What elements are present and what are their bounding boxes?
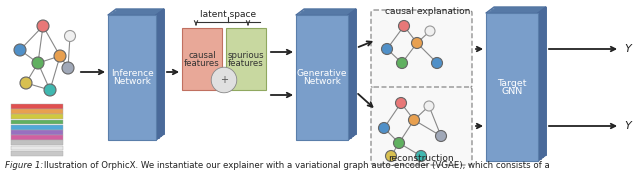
Bar	[492, 9, 543, 157]
Bar	[11, 135, 63, 140]
Text: spurious: spurious	[228, 50, 264, 59]
Text: Network: Network	[113, 77, 151, 86]
Circle shape	[397, 57, 408, 69]
Text: features: features	[228, 59, 264, 69]
Bar	[296, 15, 348, 140]
Text: causal explanation: causal explanation	[385, 7, 470, 16]
Text: features: features	[184, 59, 220, 69]
Circle shape	[396, 98, 406, 108]
FancyBboxPatch shape	[371, 87, 472, 165]
Text: Y: Y	[624, 44, 631, 54]
Circle shape	[378, 122, 390, 134]
Bar	[11, 125, 63, 130]
Circle shape	[32, 57, 44, 69]
Bar	[11, 151, 63, 156]
Circle shape	[65, 30, 76, 42]
Bar	[11, 114, 63, 119]
Circle shape	[415, 151, 426, 161]
Bar	[11, 130, 63, 135]
Bar	[113, 11, 161, 136]
Bar	[226, 28, 266, 90]
Text: Generative: Generative	[297, 69, 348, 78]
Circle shape	[425, 26, 435, 36]
Circle shape	[14, 44, 26, 56]
Text: latent space: latent space	[200, 10, 256, 19]
Bar	[301, 11, 353, 136]
Polygon shape	[156, 9, 164, 140]
Circle shape	[408, 115, 419, 125]
Bar	[489, 11, 541, 159]
Circle shape	[399, 21, 410, 32]
Polygon shape	[296, 9, 356, 15]
Polygon shape	[108, 9, 164, 15]
Text: Inference: Inference	[111, 69, 154, 78]
Bar	[182, 28, 222, 90]
Polygon shape	[348, 9, 356, 140]
Bar	[11, 140, 63, 145]
Bar	[486, 13, 538, 161]
Circle shape	[54, 50, 66, 62]
Bar	[304, 9, 356, 134]
Text: Target: Target	[497, 79, 527, 88]
Text: +: +	[220, 75, 228, 85]
Text: reconstruction: reconstruction	[388, 154, 454, 163]
Circle shape	[431, 57, 442, 69]
Circle shape	[412, 37, 422, 49]
Bar	[11, 146, 63, 150]
Text: Figure 1:: Figure 1:	[5, 161, 46, 170]
Bar	[108, 15, 156, 140]
Bar	[111, 13, 159, 138]
Circle shape	[394, 137, 404, 149]
Bar	[299, 13, 351, 138]
FancyBboxPatch shape	[371, 10, 472, 88]
Polygon shape	[486, 7, 546, 13]
Bar	[116, 9, 164, 134]
Text: llustration of OrphicX. We instantiate our explainer with a variational graph au: llustration of OrphicX. We instantiate o…	[44, 161, 550, 170]
Text: GNN: GNN	[501, 86, 523, 96]
Polygon shape	[538, 7, 546, 161]
Circle shape	[424, 101, 434, 111]
Circle shape	[435, 130, 447, 142]
Circle shape	[20, 77, 32, 89]
Text: causal: causal	[188, 50, 216, 59]
Bar	[494, 7, 546, 155]
Text: Y: Y	[624, 121, 631, 131]
Circle shape	[37, 20, 49, 32]
Bar	[11, 104, 63, 109]
Bar	[11, 120, 63, 124]
Circle shape	[44, 84, 56, 96]
Circle shape	[62, 62, 74, 74]
Circle shape	[381, 43, 392, 54]
Text: Network: Network	[303, 77, 341, 86]
Bar	[11, 109, 63, 114]
Circle shape	[385, 151, 397, 161]
